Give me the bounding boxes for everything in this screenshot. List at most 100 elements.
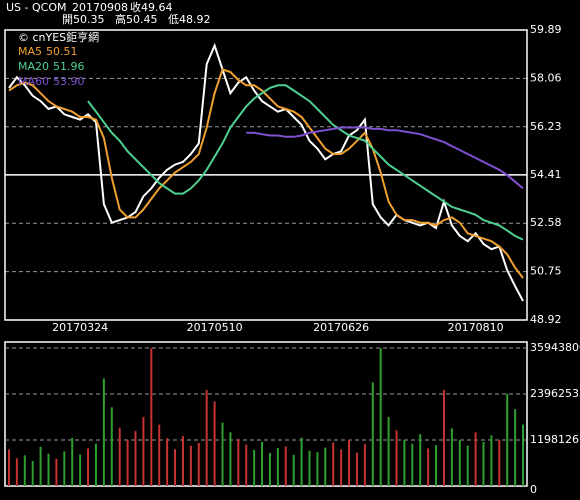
panel-frame xyxy=(4,29,528,321)
volume-bar xyxy=(189,445,192,486)
volume-bar xyxy=(23,455,26,486)
header-open: 開50.35 xyxy=(62,13,105,26)
volume-bar xyxy=(221,422,224,486)
volume-bar xyxy=(245,444,248,486)
header-high: 高50.45 xyxy=(115,12,158,26)
volume-bar xyxy=(332,442,335,486)
panel-frame xyxy=(4,341,528,487)
source-label: © cnYES鉅亨網 xyxy=(18,30,99,44)
volume-bar xyxy=(229,432,232,486)
x-tick-label: 20170810 xyxy=(448,321,504,334)
volume-bar xyxy=(134,431,137,486)
legend-entry: MA60 53.90 xyxy=(18,75,85,88)
y-tick-label: 52.58 xyxy=(530,216,562,229)
legend-value: 50.51 xyxy=(46,45,78,58)
volume-bar xyxy=(150,348,153,486)
volume-bar xyxy=(276,447,279,486)
y-tick-label: 56.23 xyxy=(530,120,562,133)
legend-entry: MA5 50.51 xyxy=(18,45,78,58)
volume-bar xyxy=(371,382,374,486)
volume-bar xyxy=(308,450,311,486)
volume-bar xyxy=(47,453,50,486)
volume-bar xyxy=(197,442,200,486)
volume-bar xyxy=(403,439,406,486)
volume-bar xyxy=(94,443,97,486)
volume-bar xyxy=(363,444,366,486)
volume-bar xyxy=(15,458,18,486)
volume-bar xyxy=(39,446,42,486)
legend-value: 53.90 xyxy=(53,75,85,88)
volume-bar xyxy=(482,441,485,486)
price-line xyxy=(246,126,524,190)
volume-bar xyxy=(498,439,501,486)
volume-bar xyxy=(261,441,264,486)
y-tick-label: 11981267 xyxy=(530,433,580,446)
volume-bar xyxy=(87,448,90,486)
volume-bar xyxy=(474,432,477,486)
volume-bar xyxy=(411,443,414,486)
volume-bar xyxy=(110,407,113,486)
volume-bar xyxy=(466,445,469,486)
volume-bar xyxy=(237,439,240,486)
volume-bar xyxy=(316,452,319,486)
volume-bar xyxy=(450,428,453,486)
legend-name: MA5 xyxy=(18,45,42,58)
volume-bar xyxy=(324,447,327,486)
volume-bar xyxy=(435,445,438,486)
volume-bar xyxy=(213,401,216,486)
volume-bar xyxy=(514,409,517,486)
y-tick-label: 23962533 xyxy=(530,387,580,400)
volume-bar xyxy=(79,454,82,486)
volume-bar xyxy=(118,427,121,486)
price-line xyxy=(8,42,524,302)
volume-bar xyxy=(205,390,208,486)
y-tick-label: 50.75 xyxy=(530,265,562,278)
volume-bar xyxy=(142,416,145,486)
legend-name: MA60 xyxy=(18,75,49,88)
volume-bar xyxy=(126,439,129,486)
volume-bar xyxy=(340,449,343,486)
y-tick-label: 48.92 xyxy=(530,313,562,326)
volume-bar xyxy=(300,437,303,486)
legend-name: MA20 xyxy=(18,60,49,73)
volume-bar xyxy=(166,438,169,486)
volume-bar xyxy=(379,348,382,486)
volume-bar xyxy=(253,449,256,486)
y-tick-label: 58.06 xyxy=(530,71,562,84)
volume-bar xyxy=(158,424,161,486)
volume-bar xyxy=(348,439,351,486)
volume-bar xyxy=(174,449,177,486)
volume-bar xyxy=(284,446,287,486)
x-tick-label: 20170510 xyxy=(187,321,243,334)
y-tick-label: 0 xyxy=(530,483,537,496)
volume-bar xyxy=(522,424,525,486)
volume-bar xyxy=(442,390,445,486)
volume-bar xyxy=(458,439,461,486)
price-line xyxy=(87,84,524,241)
price-line xyxy=(8,68,524,279)
legend-entry: MA20 51.96 xyxy=(18,60,85,73)
y-tick-label: 54.41 xyxy=(530,168,562,181)
header-date: 20170908 xyxy=(72,1,128,14)
volume-bar xyxy=(102,378,105,486)
volume-bar xyxy=(506,393,509,486)
volume-bar xyxy=(355,452,358,486)
legend-value: 51.96 xyxy=(53,60,85,73)
volume-bar xyxy=(419,434,422,486)
volume-bar xyxy=(7,449,10,486)
volume-bar xyxy=(31,461,34,486)
volume-bar xyxy=(387,416,390,486)
volume-bar xyxy=(292,454,295,486)
y-tick-label: 35943800 xyxy=(530,341,580,354)
x-tick-label: 20170324 xyxy=(52,321,108,334)
header-low: 低48.92 xyxy=(168,13,211,26)
header-symbol: US - QCOM xyxy=(6,1,66,14)
volume-bar xyxy=(63,451,66,486)
header-close: 收49.64 xyxy=(130,0,173,14)
volume-bar xyxy=(268,452,271,486)
volume-bar xyxy=(71,438,74,486)
volume-bar xyxy=(490,435,493,486)
x-tick-label: 20170626 xyxy=(313,321,369,334)
volume-bar xyxy=(395,430,398,486)
